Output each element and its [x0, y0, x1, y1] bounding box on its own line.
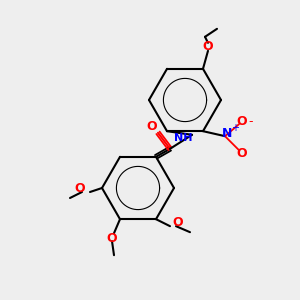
Text: O: O [173, 216, 183, 229]
Text: O: O [203, 40, 213, 53]
Text: NH: NH [174, 133, 192, 143]
Text: O: O [237, 147, 247, 160]
Text: O: O [75, 182, 85, 195]
Text: O: O [147, 120, 157, 133]
Text: -: - [249, 115, 253, 128]
Text: +: + [231, 123, 239, 133]
Text: O: O [107, 232, 117, 245]
Text: N: N [222, 127, 232, 140]
Text: O: O [237, 115, 247, 128]
